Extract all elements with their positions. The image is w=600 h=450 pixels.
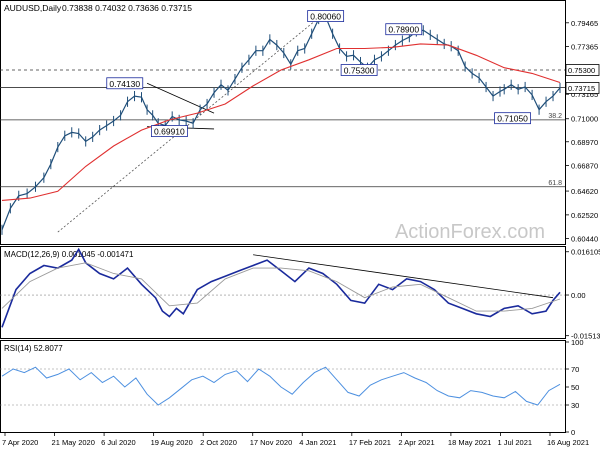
fib-label: 61.8 [548, 180, 562, 187]
price-ytick-label: 0.60440 [571, 234, 598, 243]
price-ytick-label: 0.66870 [571, 162, 598, 171]
price-panel-frame [0, 0, 566, 245]
macd-title: MACD(12,26,9) 0.001045 -0.001471 [4, 250, 134, 259]
price-axis-highlight-label: 0.75300 [568, 66, 595, 75]
xtick-label: 16 Aug 2021 [547, 438, 589, 447]
xtick-label: 2 Apr 2021 [398, 438, 434, 447]
xtick-label: 18 May 2021 [448, 438, 491, 447]
price-label: 0.74130 [109, 79, 140, 89]
price-ytick-label: 0.77365 [571, 43, 598, 52]
rsi-ytick-label: 70 [571, 365, 579, 374]
price-ytick-label: 0.62520 [571, 211, 598, 220]
rsi-ytick-label: 100 [571, 338, 584, 347]
macd-trend-line [253, 254, 554, 299]
chart-title: AUDUSD,Daily [4, 3, 62, 13]
xtick-label: 19 Aug 2020 [151, 438, 193, 447]
price-label: 0.71050 [497, 114, 528, 124]
rsi-ytick-label: 30 [571, 401, 579, 410]
watermark: ActionForex.com [395, 221, 545, 243]
price-label-box [494, 112, 531, 125]
price-series-line [1, 15, 561, 231]
xtick-label: 4 Jan 2021 [299, 438, 336, 447]
price-label-box [307, 10, 345, 22]
rsi-series-line [1, 366, 561, 406]
rsi-layer: RSI(14) 52.8077 [0, 344, 565, 406]
macd-layer: MACD(12,26,9) 0.001045 -0.001471 [0, 247, 565, 328]
price-label-box [340, 64, 378, 76]
price-ytick-label: 0.71000 [571, 115, 598, 124]
rsi-ytick-label: 50 [571, 383, 579, 392]
macd-ytick-label: 0.00 [571, 291, 586, 300]
macd-ytick-label: -0.015138 [571, 332, 600, 341]
rsi-ytick-label: 0 [571, 428, 575, 437]
macd-panel-frame [0, 246, 566, 339]
signal-series-line [1, 262, 561, 312]
fib-label: 38.2 [548, 113, 562, 120]
price-axis-highlight-box [565, 64, 600, 76]
price-axis-highlight-box [565, 82, 600, 94]
xtick-label: 1 Jul 2021 [497, 438, 532, 447]
rsi-panel-frame [0, 340, 566, 433]
xtick-label: 17 Feb 2021 [349, 438, 391, 447]
price-ytick-label: 0.68970 [571, 138, 598, 147]
sma-series-line [1, 43, 561, 201]
price-label: 0.75300 [344, 66, 375, 76]
price-ytick-label: 0.73165 [571, 90, 598, 99]
xtick-label: 17 Nov 2020 [250, 438, 293, 447]
price-label: 0.78900 [388, 25, 419, 35]
xtick-label: 2 Oct 2020 [200, 438, 237, 447]
trend-line-dotted [57, 16, 321, 233]
xtick-label: 7 Apr 2020 [2, 438, 38, 447]
price-label-box [150, 125, 188, 138]
price-label: 0.69910 [154, 127, 185, 137]
macd-ytick-label: 0.016105 [571, 248, 600, 257]
price-label: 0.80060 [310, 12, 341, 22]
price-label-box [385, 23, 423, 36]
chart-ohlc: 0.73838 0.74032 0.73636 0.73715 [62, 3, 192, 13]
price-label-box [106, 77, 144, 90]
macd-series-line [1, 247, 561, 328]
rsi-title: RSI(14) 52.8077 [4, 344, 63, 353]
price-axis-highlight-label: 0.73715 [568, 84, 595, 93]
xtick-label: 21 May 2020 [52, 438, 95, 447]
xtick-label: 6 Jul 2020 [101, 438, 136, 447]
price-layer: 0.80060 0.78900 0.75300 0.74130 0.69910 0.710… [0, 10, 565, 235]
price-ytick-label: 0.79465 [571, 19, 598, 28]
price-ytick-label: 0.64620 [571, 187, 598, 196]
